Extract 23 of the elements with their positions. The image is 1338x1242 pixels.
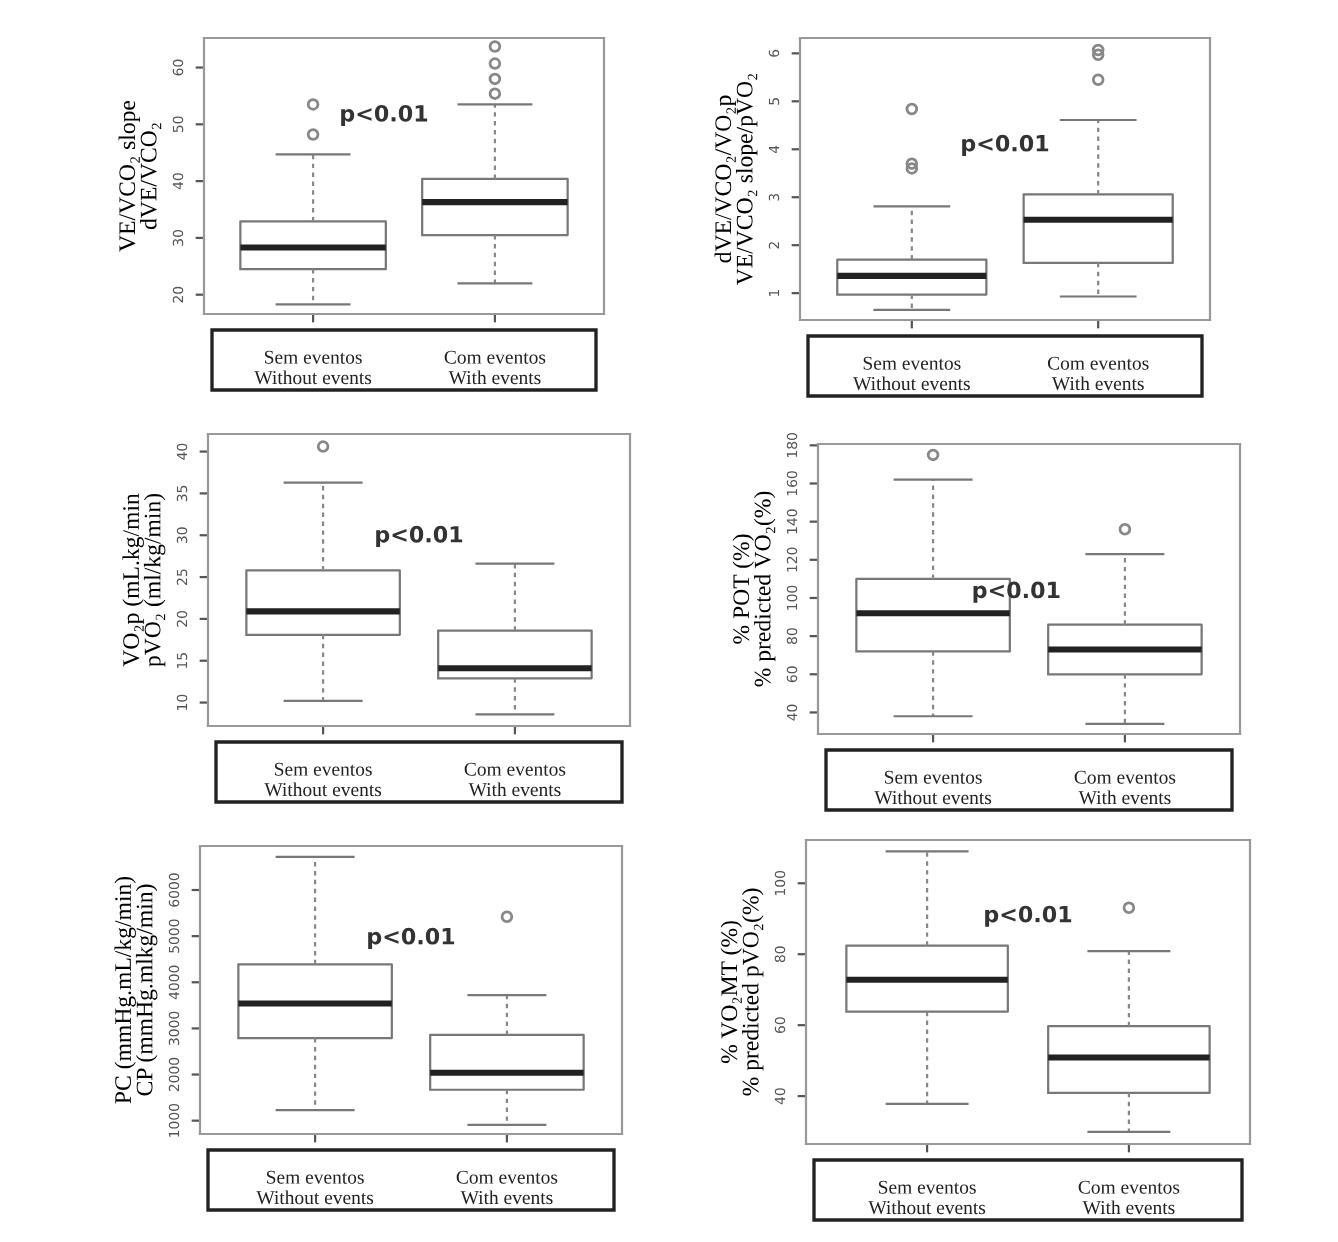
y-axis-title: dVE/VCO₂/VO₂p VE/VCO₂ slope/pVO₂ (714, 74, 758, 286)
x-tick-label: Com eventos With events (1074, 770, 1176, 805)
x-tick-label: Sem eventos Without events (254, 350, 372, 385)
x-tick-label: Com eventos With events (464, 762, 566, 797)
annotation: p<0.01 (985, 905, 1072, 927)
x-tick-label: Com eventos With events (444, 350, 546, 385)
x-tick-label: Sem eventos Without events (853, 356, 970, 391)
y-axis-title: PC (mmHg.mL/kg/min) CP (mmHg.mlkg/min) (114, 876, 158, 1104)
x-tick-label: Com eventos With events (1047, 356, 1149, 391)
x-tick-label: Sem eventos Without events (868, 1180, 986, 1215)
y-axis-title: % VO₂MT (%) % predicted pVO₂(%) (720, 888, 764, 1096)
annotation: p<0.01 (376, 525, 463, 547)
annotation: p<0.01 (341, 104, 428, 127)
x-tick-label: Com eventos With events (1078, 1180, 1180, 1215)
y-axis-title: VO₂p (mL.kg/min pVO₂ (ml/kg/min) (122, 493, 166, 667)
x-tick-label: Sem eventos Without events (264, 762, 382, 797)
y-axis-title: % POT (%) % predicted VO₂(%) (732, 491, 776, 687)
x-tick-label: Sem eventos Without events (874, 770, 992, 805)
x-tick-label: Sem eventos Without events (256, 1170, 374, 1205)
x-tick-label: Com eventos With events (456, 1170, 558, 1205)
annotation: p<0.01 (368, 927, 455, 949)
annotation: p<0.01 (962, 134, 1049, 156)
y-axis-title: VE/VCO₂ slope dVE/VCO₂ (118, 100, 162, 252)
